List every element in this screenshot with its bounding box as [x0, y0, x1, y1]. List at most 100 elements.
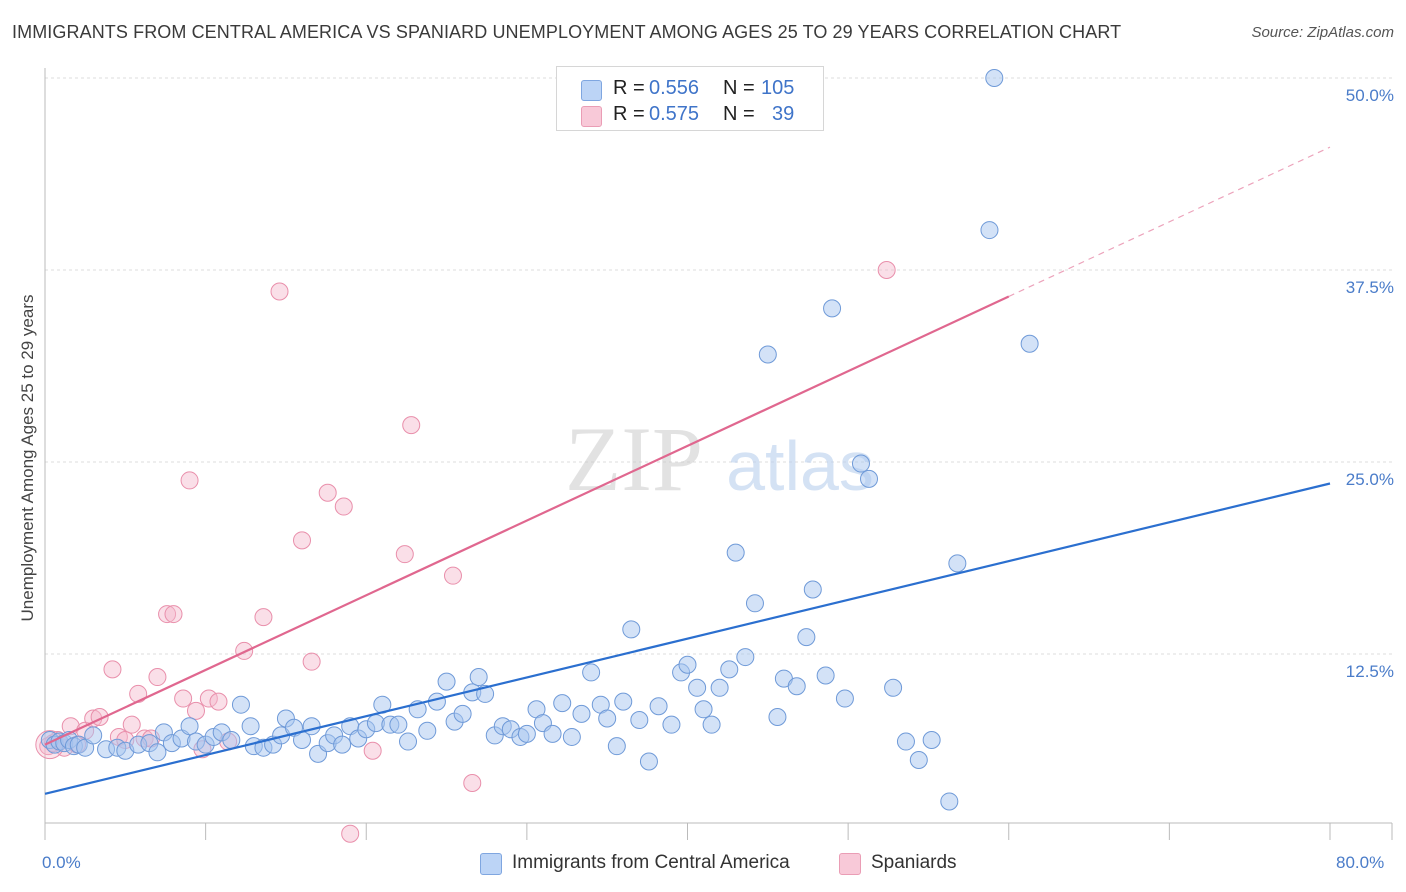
- bottom-legend-spaniards[interactable]: Spaniards: [839, 851, 979, 877]
- central-america-point: [884, 678, 903, 697]
- central-america-point: [896, 732, 915, 751]
- central-america-point: [241, 717, 260, 736]
- central-america-point: [909, 750, 928, 769]
- central-america-point: [418, 721, 437, 740]
- spaniards-point: [395, 545, 414, 564]
- central-america-point: [980, 221, 999, 240]
- central-america-point: [614, 692, 633, 711]
- central-america-point: [688, 678, 707, 697]
- legend-row-spaniards: R = 0.575 N = 39: [557, 102, 823, 130]
- legend-r-value: 0.556: [649, 77, 700, 99]
- central-america-point: [694, 700, 713, 719]
- central-america-point: [985, 69, 1004, 87]
- central-america-point: [649, 697, 668, 716]
- spaniards-point: [174, 689, 193, 708]
- central-america-point: [333, 735, 352, 754]
- central-america-point: [948, 554, 967, 573]
- central-america-point: [1020, 334, 1039, 353]
- spaniards-point: [270, 282, 289, 301]
- bottom-legend-swatch-blue: [480, 853, 502, 875]
- central-america-point: [768, 707, 787, 726]
- central-america-point: [922, 731, 941, 750]
- spaniards-point: [158, 605, 177, 624]
- legend-r-label: R =: [613, 103, 645, 125]
- legend-r-label: R =: [613, 77, 645, 99]
- stats-legend: R = 0.556 N = 105 R = 0.575 N = 39: [556, 66, 824, 131]
- central-america-point: [598, 709, 617, 728]
- central-america-point: [702, 715, 721, 734]
- legend-n-label: N =: [723, 77, 755, 99]
- central-america-point: [148, 743, 167, 762]
- bottom-legend-central-america[interactable]: Immigrants from Central America: [480, 851, 820, 877]
- central-america-point: [562, 727, 581, 746]
- spaniards-point: [164, 605, 183, 624]
- central-america-point: [860, 469, 879, 488]
- central-america-point: [758, 345, 777, 364]
- central-america-point: [582, 663, 601, 682]
- spaniards-point: [186, 701, 205, 720]
- central-america-point: [940, 792, 959, 811]
- spaniards-point: [293, 531, 311, 550]
- central-america-point: [835, 689, 854, 708]
- central-america-point: [803, 580, 822, 599]
- watermark-zip: ZIP: [565, 408, 703, 510]
- central-america-point: [543, 724, 562, 743]
- axes-layer: [44, 68, 1393, 840]
- central-america-trend-solid: [44, 482, 1331, 795]
- central-america-point: [572, 704, 591, 723]
- spaniards-point: [341, 824, 360, 843]
- y-tick-label: 50.0%: [1345, 86, 1394, 105]
- central-america-point: [662, 715, 681, 734]
- central-america-point: [469, 668, 488, 687]
- central-america-point: [302, 717, 321, 736]
- central-america-point: [476, 684, 495, 703]
- central-america-point: [726, 543, 745, 562]
- legend-r-value: 0.575: [649, 103, 700, 125]
- trend-lines: [44, 146, 1331, 795]
- legend-n-value: 39: [772, 103, 795, 125]
- spaniards-trend-dashed: [1008, 146, 1331, 298]
- legend-swatch-blue: [581, 80, 602, 101]
- central-america-point: [453, 704, 472, 723]
- central-america-point: [639, 752, 658, 771]
- x-tick-max: 80.0%: [1336, 853, 1385, 872]
- central-america-point: [816, 666, 835, 685]
- spaniards-point: [463, 774, 482, 793]
- spaniards-point: [180, 471, 199, 490]
- spaniards-point: [129, 684, 148, 703]
- legend-row-central-america: R = 0.556 N = 105: [557, 76, 823, 104]
- central-america-point: [787, 677, 806, 696]
- spaniards-point: [103, 660, 122, 679]
- spaniards-point: [254, 608, 273, 627]
- central-america-point: [797, 628, 816, 647]
- central-america-point: [745, 594, 764, 613]
- central-america-point: [622, 620, 641, 639]
- central-america-point: [84, 726, 103, 745]
- central-america-point: [399, 732, 418, 751]
- spaniards-point: [209, 692, 228, 711]
- central-america-point: [630, 711, 649, 730]
- spaniards-point: [318, 483, 337, 502]
- bottom-legend-label: Spaniards: [871, 852, 957, 873]
- spaniards-point: [148, 668, 167, 687]
- chart-source: Source: ZipAtlas.com: [1251, 24, 1394, 41]
- spaniards-point: [877, 261, 896, 279]
- central-america-point: [517, 724, 536, 743]
- central-america-point: [437, 672, 456, 691]
- chart-title: IMMIGRANTS FROM CENTRAL AMERICA VS SPANI…: [12, 22, 1122, 42]
- watermark-atlas: atlas: [726, 427, 874, 505]
- central-america-point: [607, 737, 626, 756]
- central-america-point: [222, 731, 241, 750]
- x-tick-min: 0.0%: [42, 853, 81, 872]
- y-tick-label: 25.0%: [1345, 470, 1394, 489]
- spaniards-point: [334, 497, 353, 516]
- central-america-point: [710, 678, 729, 697]
- central-america-point: [389, 715, 408, 734]
- legend-swatch-pink: [581, 106, 602, 127]
- central-america-point: [180, 717, 199, 736]
- spaniards-point: [443, 566, 462, 585]
- central-america-point: [823, 299, 842, 318]
- y-tick-label: 37.5%: [1345, 278, 1394, 297]
- watermark: ZIP atlas: [565, 408, 874, 510]
- central-america-point: [736, 648, 755, 667]
